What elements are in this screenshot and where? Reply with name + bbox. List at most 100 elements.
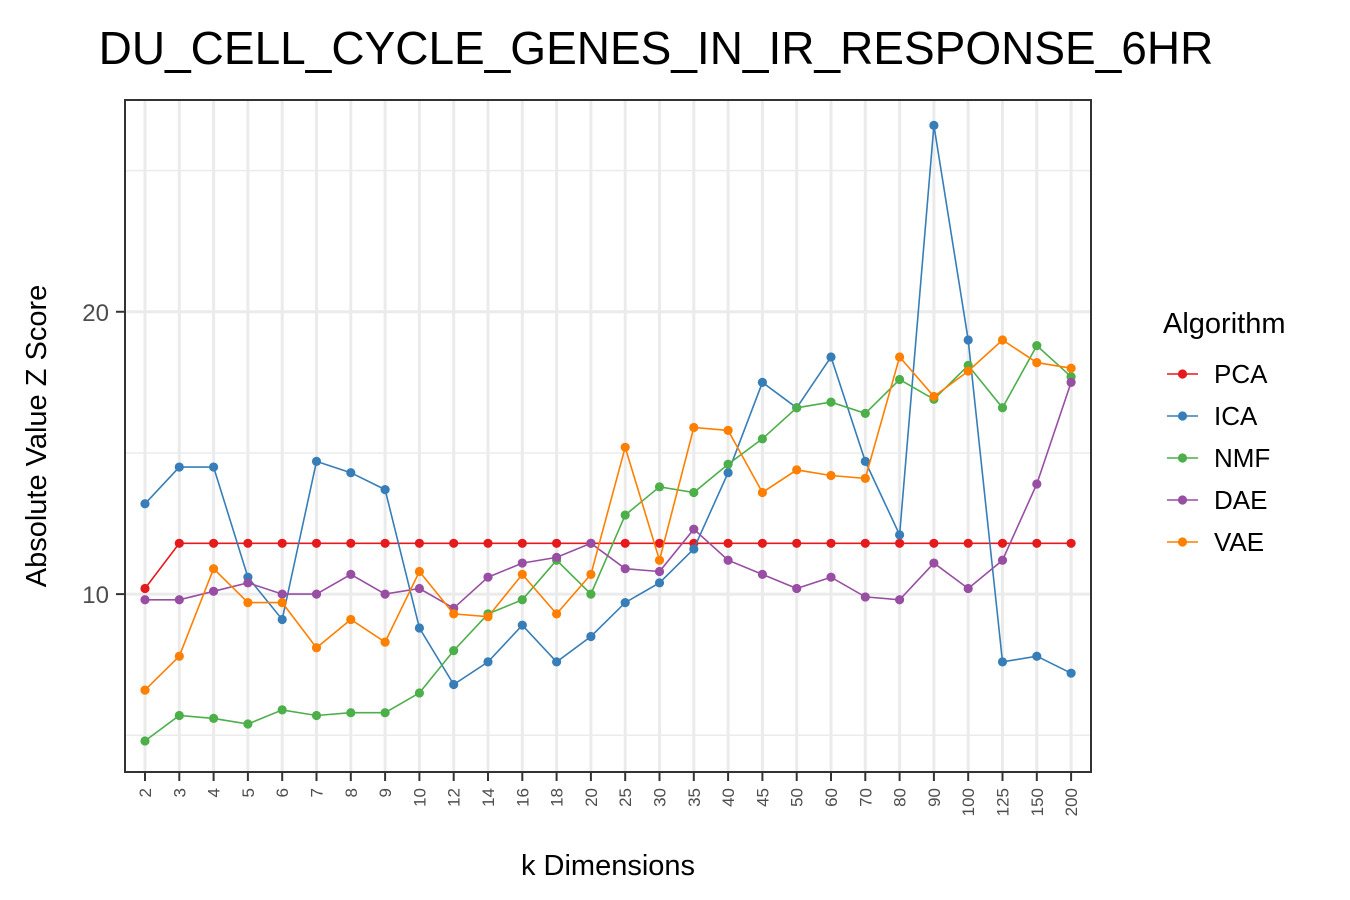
data-point-dae <box>757 569 768 579</box>
x-tick-label: 80 <box>891 788 910 807</box>
data-point-pca <box>757 538 768 548</box>
data-point-pca <box>311 538 322 548</box>
data-point-nmf <box>1032 341 1042 351</box>
data-point-vae <box>1032 357 1042 368</box>
data-point-nmf <box>243 719 253 729</box>
data-point-pca <box>997 538 1008 548</box>
chart-title: DU_CELL_CYCLE_GENES_IN_IR_RESPONSE_6HR <box>99 22 1214 74</box>
data-point-vae <box>311 643 322 653</box>
data-point-dae <box>414 583 424 594</box>
x-tick-label: 100 <box>959 788 978 816</box>
data-point-nmf <box>826 397 836 407</box>
data-point-nmf <box>997 403 1008 413</box>
x-tick-label: 18 <box>548 788 567 807</box>
grid-lines <box>125 100 1091 772</box>
x-tick-label: 7 <box>308 788 327 797</box>
data-point-pca <box>792 538 802 548</box>
x-tick-label: 5 <box>239 788 258 797</box>
legend-key-point <box>1177 495 1188 505</box>
x-tick-label: 125 <box>994 788 1013 816</box>
data-point-pca <box>552 538 562 548</box>
legend-label: DAE <box>1214 485 1267 515</box>
legend-items: PCA ICA NMF DAE VAE <box>1167 359 1270 557</box>
data-point-dae <box>517 558 527 568</box>
data-point-nmf <box>689 487 699 498</box>
data-point-pca <box>346 538 356 548</box>
data-point-pca <box>1032 538 1042 548</box>
y-axis-ticks: 10 20 <box>82 300 125 609</box>
data-point-ica <box>963 335 973 345</box>
series-layer <box>140 120 1076 746</box>
data-point-dae <box>895 595 905 605</box>
x-axis-ticks: 2 3 4 5 6 7 8 9 10 12 14 16 18 20 25 30 35 40 45 50 60 70 80 90… <box>136 772 1081 816</box>
data-point-dae <box>380 589 390 599</box>
series-line-nmf <box>144 344 1072 742</box>
data-point-nmf <box>449 645 459 656</box>
data-point-vae <box>140 685 150 695</box>
data-point-dae <box>277 589 287 599</box>
legend-key-point <box>1177 537 1188 547</box>
data-point-vae <box>689 422 699 433</box>
y-axis-title: Absolute Value Z Score <box>21 285 53 588</box>
data-point-ica <box>483 657 493 667</box>
series-vae <box>140 335 1076 695</box>
data-point-dae <box>552 552 562 563</box>
x-tick-label: 50 <box>788 788 807 807</box>
x-tick-label: 16 <box>513 788 532 807</box>
data-point-ica <box>209 462 219 472</box>
data-point-vae <box>620 442 630 452</box>
x-tick-label: 20 <box>582 788 601 807</box>
plot-border <box>124 99 1092 773</box>
data-point-vae <box>209 564 219 574</box>
data-point-dae <box>723 555 733 565</box>
data-point-nmf <box>380 708 390 718</box>
data-point-pca <box>483 538 493 548</box>
legend-item-vae: VAE <box>1167 527 1264 557</box>
data-point-ica <box>277 614 287 625</box>
data-point-ica <box>311 456 322 467</box>
data-point-vae <box>792 465 802 475</box>
series-dae <box>140 377 1076 613</box>
data-point-pca <box>620 538 630 548</box>
data-point-ica <box>654 578 665 588</box>
x-tick-label: 200 <box>1062 788 1081 816</box>
data-point-nmf <box>895 374 905 385</box>
data-point-nmf <box>586 589 596 599</box>
data-point-dae <box>826 572 836 582</box>
data-point-vae <box>517 569 527 579</box>
x-tick-label: 60 <box>822 788 841 807</box>
data-point-ica <box>552 657 562 667</box>
data-point-vae <box>243 597 253 608</box>
data-point-nmf <box>860 408 870 419</box>
data-point-vae <box>860 473 870 483</box>
data-point-pca <box>174 538 184 548</box>
data-point-dae <box>929 558 939 568</box>
x-tick-label: 35 <box>685 788 704 807</box>
data-point-nmf <box>346 708 356 718</box>
x-tick-label: 45 <box>753 788 772 807</box>
x-tick-label: 4 <box>205 788 224 797</box>
data-point-nmf <box>277 705 287 715</box>
data-point-pca <box>963 538 973 548</box>
x-tick-label: 25 <box>616 788 635 807</box>
data-point-pca <box>654 538 665 548</box>
legend-item-ica: ICA <box>1167 401 1258 431</box>
data-point-dae <box>997 555 1008 565</box>
data-point-vae <box>552 609 562 619</box>
data-point-pca <box>449 538 459 548</box>
series-line-ica <box>144 125 1072 686</box>
x-tick-label: 40 <box>719 788 738 807</box>
legend-key-point <box>1177 411 1188 421</box>
data-point-dae <box>689 524 699 534</box>
data-point-vae <box>895 352 905 362</box>
data-point-nmf <box>311 710 322 721</box>
data-point-pca <box>380 538 390 548</box>
series-nmf <box>140 341 1076 746</box>
data-point-vae <box>826 470 836 481</box>
data-point-ica <box>620 597 630 608</box>
data-point-ica <box>140 499 150 509</box>
data-point-dae <box>620 564 630 574</box>
data-point-vae <box>929 391 939 402</box>
data-point-nmf <box>757 434 768 444</box>
